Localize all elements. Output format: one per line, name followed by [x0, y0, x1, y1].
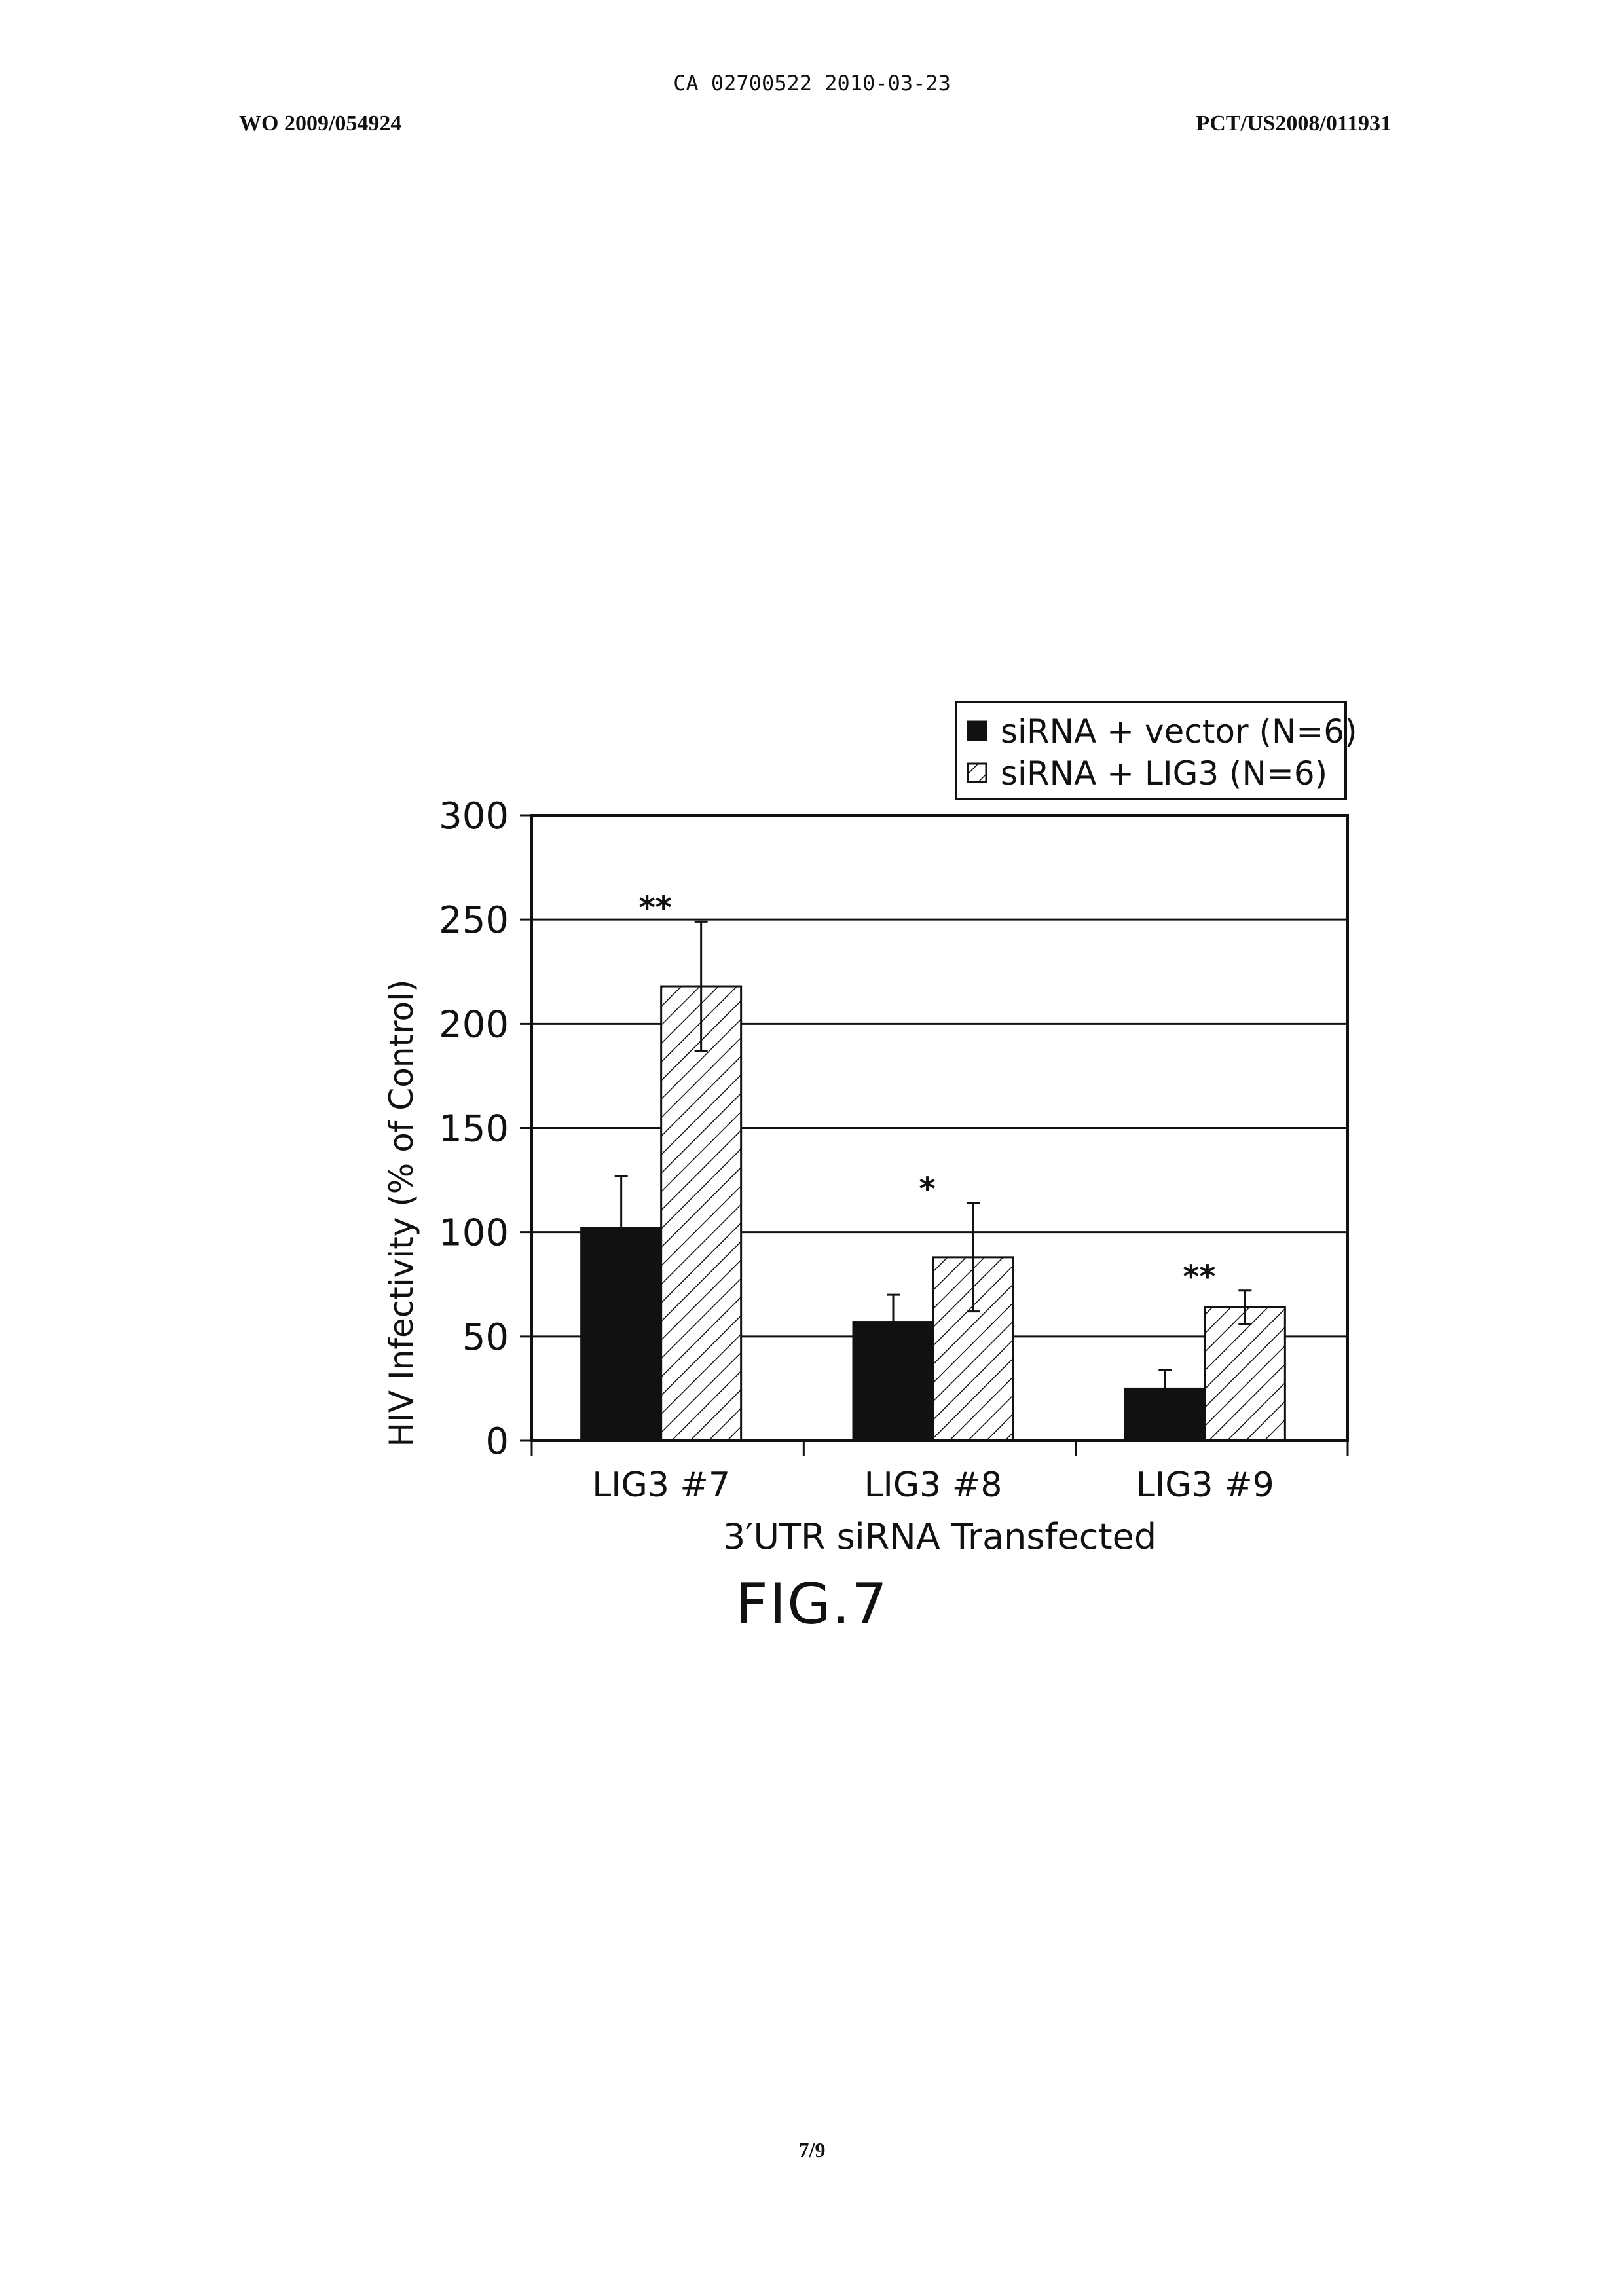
significance-label: **: [1183, 1259, 1215, 1295]
figure-label: FIG.7: [0, 1572, 1624, 1637]
bar-vector: [1125, 1388, 1205, 1441]
legend-label-vector: siRNA + vector (N=6): [1001, 712, 1357, 750]
x-category-label: LIG3 #8: [864, 1466, 1003, 1505]
y-tick-label: 150: [439, 1108, 509, 1151]
legend-swatch-lig3: [968, 764, 986, 782]
y-tick-label: 0: [485, 1420, 509, 1463]
bar-lig3: [1205, 1307, 1285, 1441]
page-number: 7/9: [0, 2138, 1624, 2162]
x-category-label: LIG3 #7: [592, 1466, 730, 1505]
legend: siRNA + vector (N=6) siRNA + LIG3 (N=6): [956, 702, 1357, 799]
x-category-label: LIG3 #9: [1136, 1466, 1274, 1505]
bar-lig3: [661, 986, 741, 1441]
y-tick-label: 250: [439, 899, 509, 942]
bar-vector: [853, 1322, 933, 1441]
y-tick-label: 300: [439, 795, 509, 838]
legend-label-lig3: siRNA + LIG3 (N=6): [1001, 754, 1327, 792]
y-axis-title: HIV Infectivity (% of Control): [382, 979, 420, 1447]
y-tick-label: 100: [439, 1212, 509, 1255]
significance-label: **: [639, 889, 672, 926]
y-tick-label: 50: [462, 1316, 509, 1359]
y-tick-label: 200: [439, 1003, 509, 1046]
bar-vector: [581, 1228, 661, 1441]
x-axis-title: 3′UTR siRNA Transfected: [723, 1516, 1156, 1557]
legend-swatch-vector: [968, 722, 986, 740]
significance-label: *: [919, 1171, 935, 1208]
